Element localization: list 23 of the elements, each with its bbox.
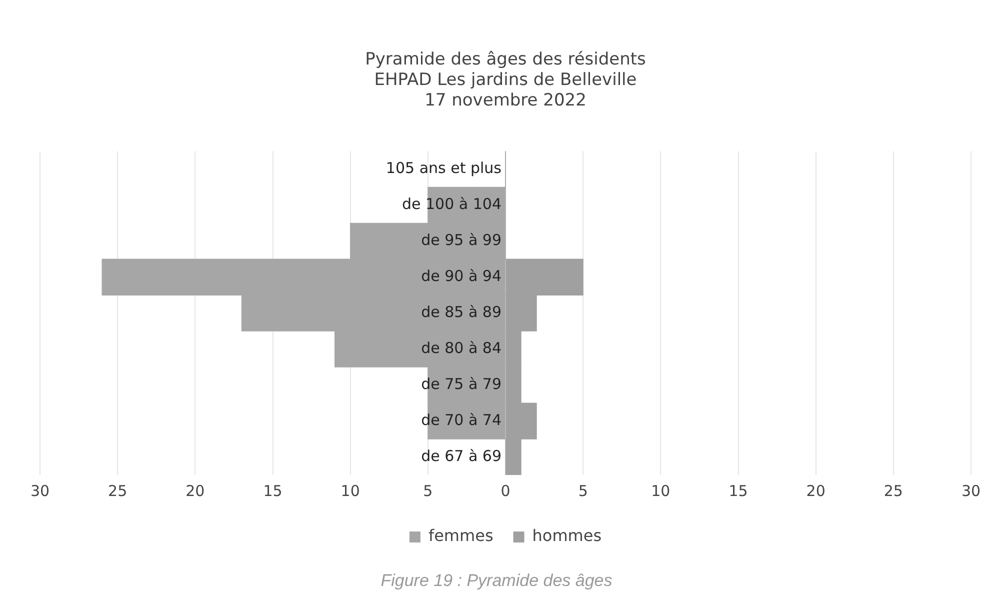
x-tick-label: 10 bbox=[651, 482, 670, 500]
x-tick-label: 15 bbox=[728, 482, 748, 500]
y-tick-label: de 85 à 89 bbox=[421, 302, 502, 321]
x-tick-label: 5 bbox=[423, 482, 433, 500]
y-tick-label: de 67 à 69 bbox=[421, 446, 502, 465]
x-tick-label: 10 bbox=[340, 482, 360, 500]
x-tick-label: 30 bbox=[961, 482, 981, 500]
y-tick-label: de 80 à 84 bbox=[421, 338, 502, 357]
x-tick-label: 20 bbox=[806, 482, 826, 500]
y-tick-label: 105 ans et plus bbox=[386, 159, 502, 178]
x-tick-label: 15 bbox=[263, 482, 282, 500]
x-tick-label: 30 bbox=[30, 482, 50, 500]
legend-label: hommes bbox=[532, 526, 602, 546]
x-tick-label: 25 bbox=[884, 482, 903, 500]
y-tick-label: de 90 à 94 bbox=[421, 267, 502, 286]
x-tick-label: 25 bbox=[108, 482, 128, 500]
y-tick-label: de 95 à 99 bbox=[421, 231, 502, 250]
x-tick-label: 0 bbox=[500, 482, 510, 500]
x-tick-label: 20 bbox=[186, 482, 205, 500]
x-tick-label: 5 bbox=[578, 482, 588, 500]
chart-title: Pyramide des âges des résidents EHPAD Les jardins de Belleville 17 novembre 2022 bbox=[365, 50, 646, 110]
legend-label: femmes bbox=[428, 526, 494, 546]
caption: Figure 19 : Pyramide des âges bbox=[380, 571, 614, 591]
